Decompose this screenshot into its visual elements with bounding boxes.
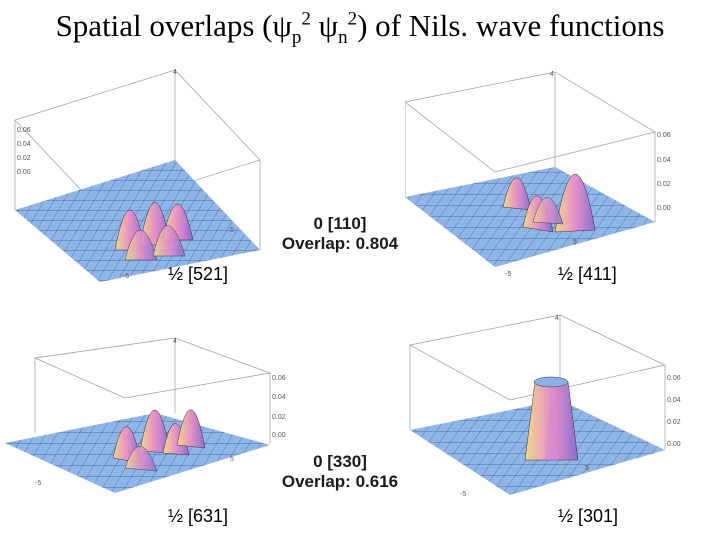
svg-text:0.06: 0.06: [657, 132, 671, 139]
svg-text:0.00: 0.00: [272, 432, 286, 439]
svg-text:4: 4: [550, 71, 554, 78]
surface-plot-631: 4 0.06 0.04 0.02 0.00 5 -5: [5, 337, 286, 493]
peaks: [524, 376, 579, 461]
svg-text:0.00: 0.00: [17, 169, 31, 176]
state-label-301: ½ [301]: [558, 506, 619, 526]
svg-text:0.04: 0.04: [272, 394, 286, 401]
peaks: [114, 202, 194, 261]
svg-text:5: 5: [573, 239, 577, 246]
svg-text:0.04: 0.04: [17, 141, 31, 148]
page-title: Spatial overlaps (ψp2 ψn2) of Nils. wave…: [55, 8, 665, 49]
svg-text:4: 4: [173, 338, 177, 345]
overlap-value-bottom: Overlap: 0.616: [281, 472, 399, 491]
overlap-value-top: Overlap: 0.804: [281, 234, 399, 253]
svg-text:4: 4: [173, 69, 177, 76]
svg-text:0.06: 0.06: [667, 375, 681, 382]
svg-text:-5: -5: [35, 480, 41, 487]
svg-text:4: 4: [555, 315, 559, 322]
svg-text:-5: -5: [460, 491, 466, 498]
svg-text:0.06: 0.06: [272, 375, 286, 382]
peaks: [502, 174, 596, 233]
state-label-521: ½ [521]: [168, 264, 229, 284]
svg-text:0.02: 0.02: [17, 155, 31, 162]
surface-plot-521: 4 0.06 0.04 0.02 0.00 5 -5: [14, 69, 261, 282]
svg-text:0.00: 0.00: [657, 205, 671, 212]
state-label-411: ½ [411]: [558, 264, 617, 284]
svg-text:0.04: 0.04: [667, 397, 681, 404]
svg-text:5: 5: [585, 465, 589, 472]
svg-text:0.02: 0.02: [272, 414, 286, 421]
pair-state-bottom: 0 [330]: [313, 452, 367, 471]
pair-state-top: 0 [110]: [313, 214, 367, 233]
peaks: [112, 409, 206, 472]
state-label-631: ½ [631]: [168, 506, 229, 526]
pair-label-top: 0 [110] Overlap: 0.804: [250, 214, 430, 254]
svg-text:0.04: 0.04: [657, 157, 671, 164]
svg-text:0.02: 0.02: [657, 181, 671, 188]
svg-text:0.06: 0.06: [17, 127, 31, 134]
surface-plot-301: 4 0.06 0.04 0.02 0.00 5 -5: [408, 314, 681, 498]
svg-text:0.00: 0.00: [667, 441, 681, 448]
svg-text:-5: -5: [123, 273, 129, 280]
svg-text:-5: -5: [505, 271, 511, 278]
svg-text:0.02: 0.02: [667, 419, 681, 426]
svg-text:5: 5: [230, 227, 234, 234]
svg-text:5: 5: [230, 456, 234, 463]
surface-plot-411: 4 0.06 0.04 0.02 0.00 5 -5: [405, 71, 671, 278]
pair-label-bottom: 0 [330] Overlap: 0.616: [250, 452, 430, 492]
